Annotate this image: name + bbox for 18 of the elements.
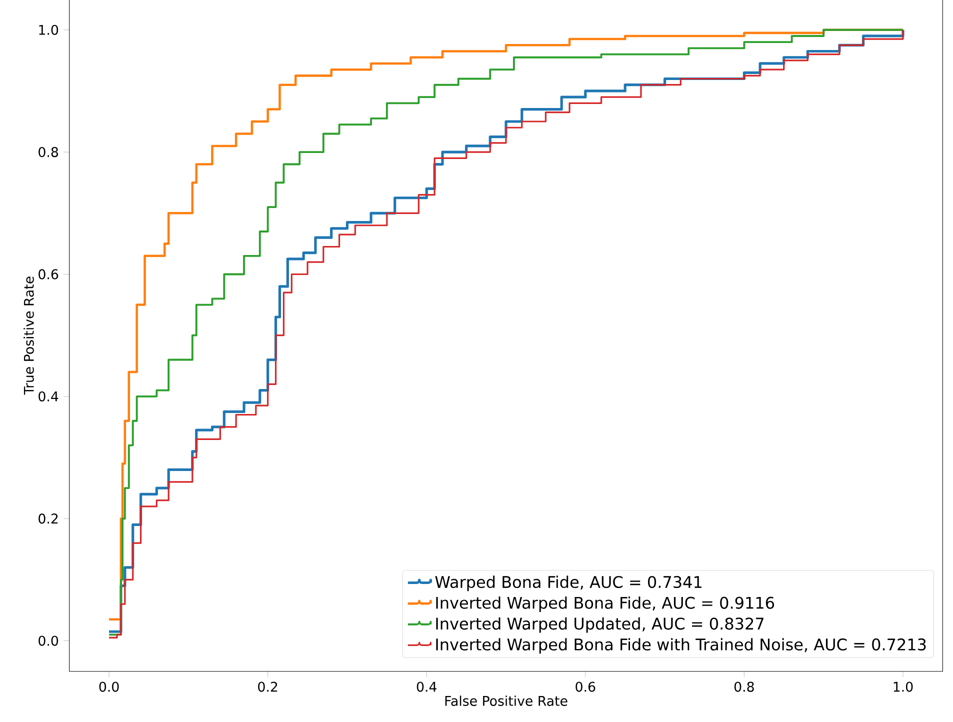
x-tick-label: 0.6	[576, 682, 596, 692]
y-tick-label: 0.8	[38, 147, 58, 158]
x-axis-title: False Positive Rate	[445, 696, 568, 706]
x-tick-label: 0.2	[258, 682, 278, 692]
x-tick-label: 0.0	[99, 682, 119, 692]
y-tick-label: 0.0	[38, 636, 58, 646]
y-tick-label: 0.6	[38, 269, 58, 280]
y-axis-title: True Positive Rate	[24, 276, 34, 395]
y-tick-label: 0.2	[38, 514, 58, 524]
legend-label: Inverted Warped Bona Fide with Trained Noise, AUC = 0.7213	[436, 638, 926, 654]
x-tick-label: 0.8	[734, 682, 754, 692]
legend-label: Inverted Warped Bona Fide, AUC = 0.9116	[436, 596, 774, 612]
x-tick-label: 0.4	[416, 682, 436, 692]
y-tick-label: 1.0	[39, 24, 58, 35]
x-tick-label: 1.0	[894, 682, 913, 692]
legend-label: Warped Bona Fide, AUC = 0.7341	[435, 576, 702, 592]
y-tick-label: 0.4	[38, 391, 58, 402]
legend-label: Inverted Warped Updated, AUC = 0.8327	[436, 617, 764, 633]
